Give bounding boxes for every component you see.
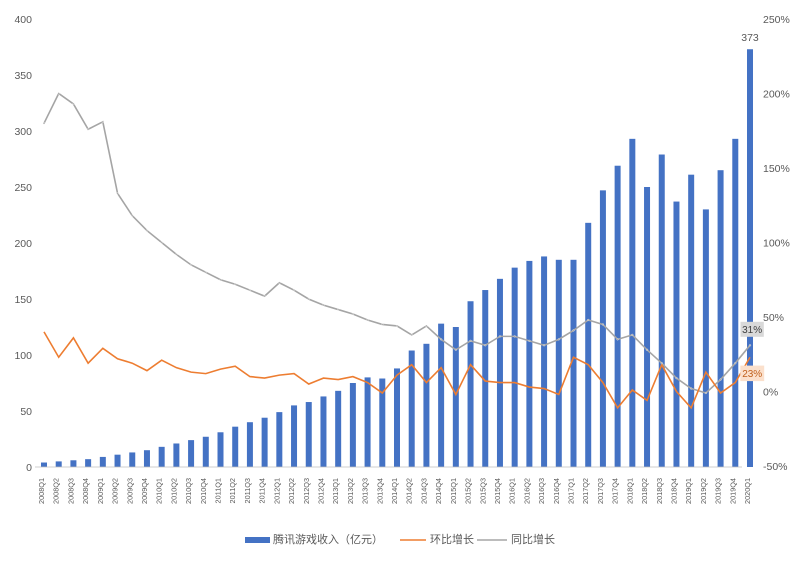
svg-text:2019Q1: 2019Q1	[684, 478, 693, 504]
svg-text:2008Q2: 2008Q2	[52, 478, 61, 504]
svg-text:0: 0	[26, 462, 32, 474]
svg-text:2019Q4: 2019Q4	[728, 478, 737, 504]
svg-text:2011Q2: 2011Q2	[228, 478, 237, 503]
svg-text:2013Q4: 2013Q4	[375, 478, 384, 504]
svg-text:2014Q3: 2014Q3	[419, 478, 428, 504]
svg-text:2017Q3: 2017Q3	[596, 478, 605, 504]
svg-text:250%: 250%	[763, 14, 790, 26]
svg-text:300: 300	[14, 126, 32, 138]
svg-text:2016Q4: 2016Q4	[552, 478, 561, 504]
svg-text:2009Q1: 2009Q1	[96, 478, 105, 504]
svg-text:2011Q4: 2011Q4	[258, 478, 267, 503]
svg-text:2008Q4: 2008Q4	[81, 478, 90, 504]
svg-text:2015Q2: 2015Q2	[464, 478, 473, 504]
svg-text:150: 150	[14, 294, 32, 306]
svg-text:2009Q4: 2009Q4	[140, 478, 149, 504]
svg-text:100%: 100%	[763, 238, 790, 250]
svg-text:2016Q1: 2016Q1	[508, 478, 517, 504]
svg-text:2012Q3: 2012Q3	[302, 478, 311, 504]
svg-text:2008Q3: 2008Q3	[66, 478, 75, 504]
svg-text:200%: 200%	[763, 89, 790, 101]
svg-text:50%: 50%	[763, 312, 784, 324]
svg-text:2013Q3: 2013Q3	[361, 478, 370, 504]
svg-text:腾讯游戏收入（亿元）: 腾讯游戏收入（亿元）	[273, 532, 383, 546]
svg-text:2012Q4: 2012Q4	[316, 478, 325, 504]
svg-text:373: 373	[741, 32, 759, 44]
svg-text:2010Q3: 2010Q3	[184, 478, 193, 504]
svg-text:250: 250	[14, 182, 32, 194]
svg-text:2017Q2: 2017Q2	[581, 478, 590, 504]
svg-text:2010Q4: 2010Q4	[199, 478, 208, 504]
svg-text:0%: 0%	[763, 387, 778, 399]
svg-text:350: 350	[14, 70, 32, 82]
svg-text:2016Q2: 2016Q2	[522, 478, 531, 504]
svg-text:2015Q4: 2015Q4	[493, 478, 502, 504]
svg-text:2011Q1: 2011Q1	[214, 478, 223, 503]
svg-text:2016Q3: 2016Q3	[537, 478, 546, 504]
svg-text:2014Q1: 2014Q1	[390, 478, 399, 504]
svg-text:2018Q2: 2018Q2	[640, 478, 649, 504]
svg-text:400: 400	[14, 14, 32, 26]
svg-text:200: 200	[14, 238, 32, 250]
svg-text:2019Q3: 2019Q3	[714, 478, 723, 504]
svg-text:2013Q1: 2013Q1	[331, 478, 340, 504]
svg-text:31%: 31%	[742, 325, 762, 336]
svg-text:2014Q2: 2014Q2	[405, 478, 414, 504]
svg-text:2018Q3: 2018Q3	[655, 478, 664, 504]
svg-text:同比增长: 同比增长	[511, 532, 555, 546]
svg-text:2018Q1: 2018Q1	[625, 478, 634, 504]
svg-text:2019Q2: 2019Q2	[699, 478, 708, 504]
svg-text:2020Q1: 2020Q1	[743, 478, 752, 504]
svg-text:2017Q4: 2017Q4	[611, 478, 620, 504]
svg-text:150%: 150%	[763, 163, 790, 175]
svg-text:2015Q1: 2015Q1	[449, 478, 458, 504]
svg-text:2017Q1: 2017Q1	[567, 478, 576, 504]
svg-text:2010Q1: 2010Q1	[155, 478, 164, 504]
svg-text:23%: 23%	[742, 369, 762, 380]
svg-text:2009Q2: 2009Q2	[111, 478, 120, 504]
svg-text:2012Q2: 2012Q2	[287, 478, 296, 504]
svg-text:-50%: -50%	[763, 461, 788, 473]
svg-text:2012Q1: 2012Q1	[272, 478, 281, 504]
svg-text:100: 100	[14, 350, 32, 362]
svg-text:环比增长: 环比增长	[430, 532, 474, 546]
svg-text:2018Q4: 2018Q4	[669, 478, 678, 504]
svg-text:2011Q3: 2011Q3	[243, 478, 252, 503]
svg-text:2008Q1: 2008Q1	[37, 478, 46, 504]
svg-text:2013Q2: 2013Q2	[346, 478, 355, 504]
svg-text:2015Q3: 2015Q3	[478, 478, 487, 504]
svg-text:2009Q3: 2009Q3	[125, 478, 134, 504]
svg-text:50: 50	[20, 406, 32, 418]
svg-text:2014Q4: 2014Q4	[434, 478, 443, 504]
svg-text:2010Q2: 2010Q2	[169, 478, 178, 504]
